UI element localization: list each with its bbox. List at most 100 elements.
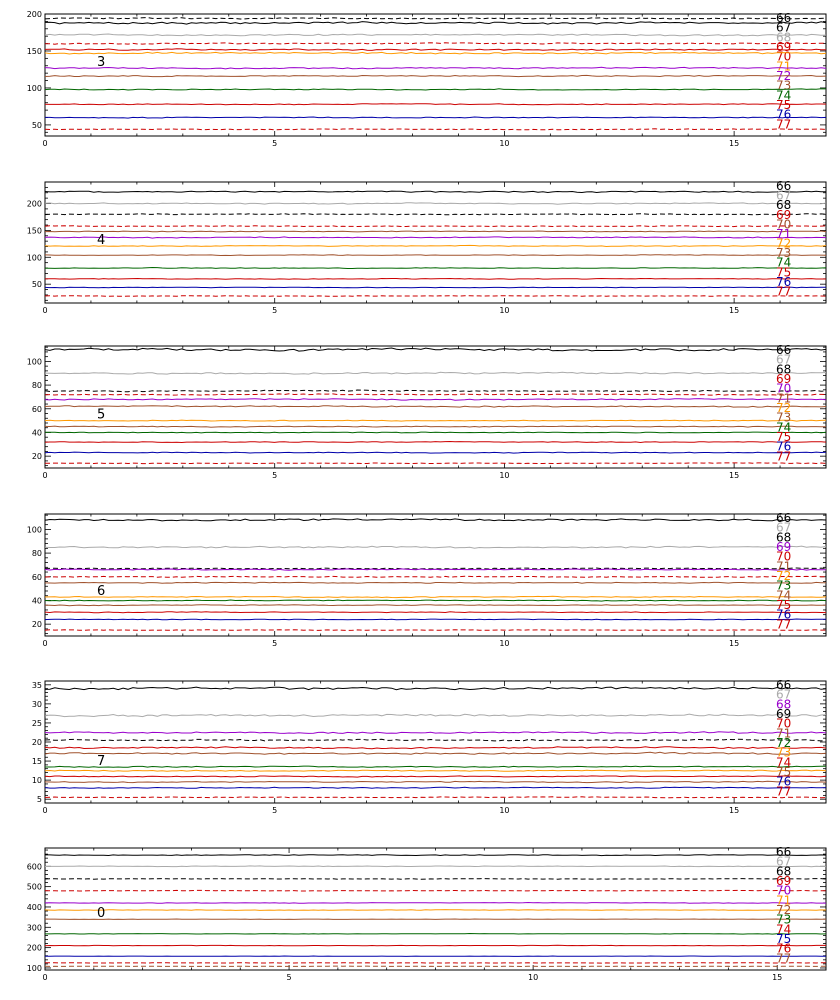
series-label-67: 67	[776, 855, 791, 869]
series-label-72: 72	[776, 401, 791, 415]
series-label-73: 73	[776, 246, 791, 260]
plot-frame	[44, 181, 827, 304]
series-line-75	[44, 611, 827, 614]
series-line-69	[44, 889, 826, 892]
series-label-74: 74	[776, 256, 791, 270]
series-label-77: 77	[776, 951, 791, 965]
y-tick-label: 50	[32, 280, 42, 289]
series-label-67: 67	[776, 353, 791, 367]
series-line-70	[44, 901, 826, 904]
series-label-76: 76	[776, 440, 791, 454]
panel-label: 0	[97, 906, 105, 921]
y-tick-label: 20	[32, 620, 42, 629]
x-tick-label: 15	[772, 973, 782, 982]
series-label-66: 66	[776, 678, 791, 692]
x-tick-label: 5	[287, 973, 292, 982]
y-tick-label: 35	[32, 681, 42, 690]
y-tick-label: 200	[27, 200, 42, 209]
y-tick-label: 30	[32, 700, 42, 709]
y-tick-label: 200	[27, 10, 42, 19]
series-line-74	[44, 775, 827, 778]
series-line-74	[44, 944, 826, 947]
x-tick-label: 10	[528, 973, 538, 982]
series-label-75: 75	[776, 765, 791, 779]
x-tick-label: 5	[272, 639, 277, 648]
series-label-76: 76	[776, 942, 791, 956]
series-line-72	[45, 765, 827, 768]
series-line-73	[44, 599, 827, 602]
series-label-67: 67	[776, 189, 791, 203]
series-line-71	[44, 236, 827, 239]
series-line-72	[44, 66, 827, 70]
series-label-76: 76	[776, 275, 791, 289]
series-label-74: 74	[776, 755, 791, 769]
series-line-77	[44, 796, 827, 799]
series-label-71: 71	[776, 726, 791, 740]
series-line-77	[44, 295, 827, 297]
series-label-72: 72	[776, 569, 791, 583]
series-line-68	[44, 389, 827, 393]
series-line-74	[44, 88, 827, 91]
series-line-72	[44, 244, 827, 248]
series-label-66: 66	[776, 845, 791, 859]
series-line-66	[44, 347, 827, 352]
panel-label: 3	[97, 55, 105, 70]
series-label-76: 76	[776, 108, 791, 122]
series-label-70: 70	[776, 884, 791, 898]
series-label-73: 73	[776, 411, 791, 425]
y-tick-label: 150	[27, 226, 42, 235]
x-tick-label: 10	[499, 139, 509, 148]
series-line-72	[44, 595, 827, 599]
x-tick-label: 5	[272, 306, 277, 315]
y-tick-label: 500	[27, 883, 42, 892]
series-line-68	[44, 878, 827, 880]
y-tick-label: 80	[32, 549, 42, 558]
series-label-75: 75	[776, 265, 791, 279]
x-tick-label: 0	[42, 139, 47, 148]
series-label-75: 75	[776, 98, 791, 112]
series-line-72	[44, 419, 827, 422]
series-label-74: 74	[776, 922, 791, 936]
chart-panel-0: 0 5 10 15 100 200 300 400 500 600 6667686970717273…	[27, 845, 827, 982]
x-tick-label: 15	[729, 306, 739, 315]
y-tick-label: 20	[32, 452, 42, 461]
series-line-70	[44, 230, 827, 233]
series-line-73	[44, 254, 827, 257]
series-label-67: 67	[776, 688, 791, 702]
series-line-76	[44, 786, 827, 789]
series-label-71: 71	[776, 227, 791, 241]
chart-panel-6: 0 5 10 15 20 40 60 80 100 66676869707172737475767…	[27, 511, 827, 648]
y-tick-label: 300	[27, 923, 42, 932]
series-line-67	[44, 17, 827, 20]
chart-panel-4: 0 5 10 15 50 100 150 200 66676869707172737475767…	[27, 179, 827, 315]
plot-frame	[44, 513, 827, 637]
series-label-74: 74	[776, 88, 791, 102]
series-label-75: 75	[776, 932, 791, 946]
series-label-77: 77	[776, 617, 791, 631]
series-line-67	[44, 865, 827, 868]
series-line-76	[44, 618, 827, 621]
series-line-73	[44, 74, 827, 78]
y-tick-label: 100	[27, 357, 42, 366]
y-tick-label: 60	[32, 405, 42, 414]
series-line-67	[44, 713, 827, 718]
series-line-66	[44, 190, 827, 194]
series-label-66: 66	[776, 511, 791, 525]
series-label-73: 73	[776, 746, 791, 760]
x-tick-label: 15	[729, 471, 739, 480]
series-label-69: 69	[776, 40, 791, 54]
series-line-70	[44, 575, 827, 578]
y-tick-label: 40	[32, 596, 42, 605]
x-tick-label: 0	[42, 806, 47, 815]
series-label-68: 68	[776, 697, 791, 711]
y-tick-label: 100	[27, 84, 42, 93]
series-label-75: 75	[776, 598, 791, 612]
panel-label: 6	[97, 584, 105, 599]
series-line-75	[44, 440, 827, 444]
series-line-69	[44, 225, 827, 228]
series-label-72: 72	[776, 903, 791, 917]
y-tick-label: 5	[37, 795, 42, 804]
series-label-71: 71	[776, 559, 791, 573]
